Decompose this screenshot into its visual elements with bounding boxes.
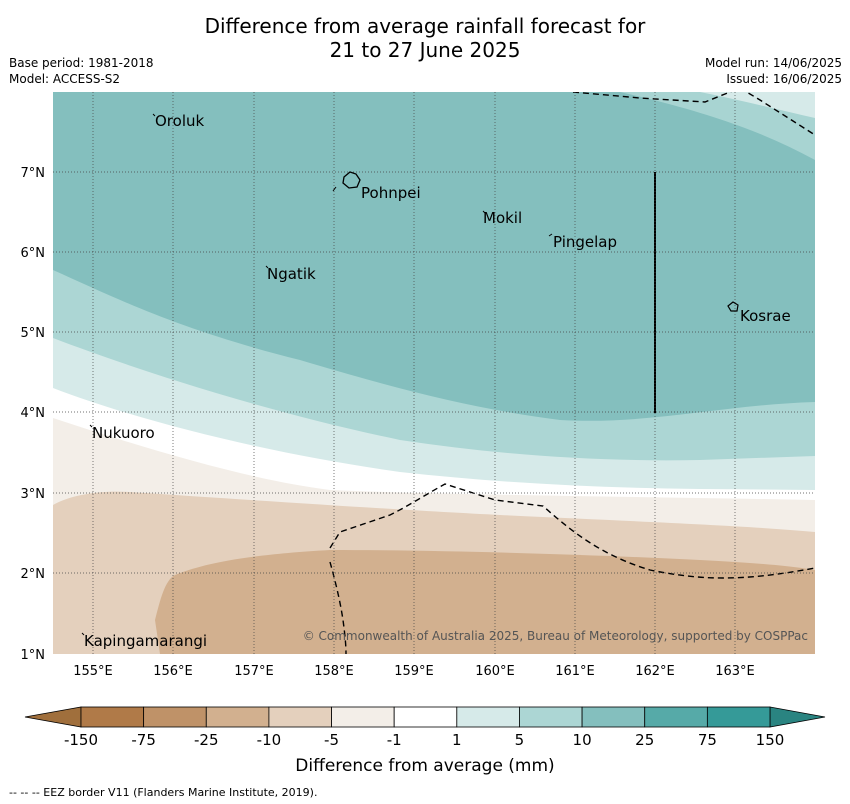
lon-tick-label: 155°E (73, 664, 113, 679)
band-top-right-plus-10 (620, 92, 815, 160)
colorbar-tick-label: -5 (324, 731, 339, 749)
label-oroluk: Oroluk (155, 112, 204, 130)
eez-border-east (329, 483, 815, 579)
place-labels: Oroluk Pohnpei Mokil Pingelap Ngatik Kos… (84, 112, 791, 650)
lon-tick-label: 161°E (555, 664, 595, 679)
colorbar-cell (519, 706, 583, 728)
colorbar-cell (393, 706, 458, 728)
lat-tick-label: 3°N (21, 487, 46, 502)
band-top-right-plus-5 (700, 92, 815, 118)
label-pingelap: Pingelap (553, 233, 617, 251)
colorbar: -150 -75 -25 -10 -5 -1 1 5 10 25 75 150 (24, 706, 826, 749)
colorbar-tick-label: 75 (698, 731, 717, 749)
colorbar-tick-label: -150 (64, 731, 98, 749)
model-name: Model: ACCESS-S2 (9, 72, 121, 86)
colorbar-cell (644, 706, 708, 728)
colorbar-tick-labels: -150 -75 -25 -10 -5 -1 1 5 10 25 75 150 (64, 731, 784, 749)
rainfall-shading: Oroluk Pohnpei Mokil Pingelap Ngatik Kos… (53, 92, 815, 654)
base-period: Base period: 1981-2018 (9, 56, 154, 70)
lat-tick-label: 7°N (21, 166, 46, 181)
atoll-marks (81, 113, 553, 636)
title-line-1: Difference from average rainfall forecas… (204, 14, 646, 38)
lon-tick-label: 157°E (234, 664, 274, 679)
label-mokil: Mokil (483, 209, 522, 227)
pohnpei-island-outline (342, 171, 361, 189)
model-run: Model run: 14/06/2025 (704, 56, 842, 70)
colorbar-tick-label: 5 (515, 731, 525, 749)
colorbar-tick-label: -10 (257, 731, 282, 749)
copyright-notice: © Commonwealth of Australia 2025, Bureau… (303, 629, 808, 643)
lat-tick-label: 6°N (21, 246, 46, 261)
lon-tick-label: 158°E (314, 664, 354, 679)
colorbar-cell (80, 706, 145, 728)
colorbar-cells (80, 706, 771, 728)
label-pohnpei: Pohnpei (361, 184, 421, 202)
colorbar-label: Difference from average (mm) (295, 756, 555, 776)
colorbar-cell (205, 706, 270, 728)
colorbar-tick-label: 150 (756, 731, 785, 749)
colorbar-low-arrow (24, 706, 82, 728)
eez-border-north (572, 92, 815, 136)
graticule (53, 92, 815, 654)
map-title: Difference from average rainfall forecas… (0, 14, 850, 62)
lon-tick-label: 159°E (394, 664, 434, 679)
lat-tick-label: 1°N (21, 648, 46, 663)
lat-tick-label: 2°N (21, 567, 46, 582)
label-ngatik: Ngatik (267, 265, 316, 283)
colorbar-tick-label: -75 (131, 731, 156, 749)
label-kosrae: Kosrae (740, 307, 791, 325)
colorbar-cell (706, 706, 771, 728)
lon-tick-label: 163°E (715, 664, 755, 679)
colorbar-cell (143, 706, 207, 728)
colorbar-high-arrow (769, 706, 826, 728)
pohnpei-reef-mark (332, 186, 337, 192)
colorbar-tick-label: 1 (452, 731, 462, 749)
band-minus-10 (155, 550, 815, 654)
lon-tick-label: 156°E (153, 664, 193, 679)
lat-tick-label: 5°N (21, 326, 46, 341)
meta-left: Base period: 1981-2018 Model: ACCESS-S2 (9, 55, 154, 87)
meta-right: Model run: 14/06/2025 Issued: 16/06/2025 (705, 55, 842, 87)
eez-footnote: -- -- -- EEZ border V11 (Flanders Marine… (9, 786, 318, 799)
latitude-tick-labels: 7°N 6°N 5°N 4°N 3°N 2°N 1°N (21, 166, 46, 663)
colorbar-cell (456, 706, 520, 728)
colorbar-cell (268, 706, 332, 728)
colorbar-tick-label: -25 (194, 731, 219, 749)
longitude-tick-labels: 155°E 156°E 157°E 158°E 159°E 160°E 161°… (73, 664, 755, 679)
eez-border-south (329, 561, 347, 654)
kosrae-island-outline (727, 301, 739, 312)
colorbar-tick-label: 10 (573, 731, 592, 749)
colorbar-cell (581, 706, 646, 728)
title-line-2: 21 to 27 June 2025 (329, 38, 521, 62)
issued-date: Issued: 16/06/2025 (726, 72, 842, 86)
colorbar-tick-label: 25 (635, 731, 654, 749)
label-kapingamarangi: Kapingamarangi (84, 632, 207, 650)
lon-tick-label: 160°E (475, 664, 515, 679)
colorbar-tick-label: -1 (387, 731, 402, 749)
lat-tick-label: 4°N (21, 406, 46, 421)
colorbar-cell (331, 706, 395, 728)
lon-tick-label: 162°E (635, 664, 675, 679)
label-nukuoro: Nukuoro (92, 424, 155, 442)
